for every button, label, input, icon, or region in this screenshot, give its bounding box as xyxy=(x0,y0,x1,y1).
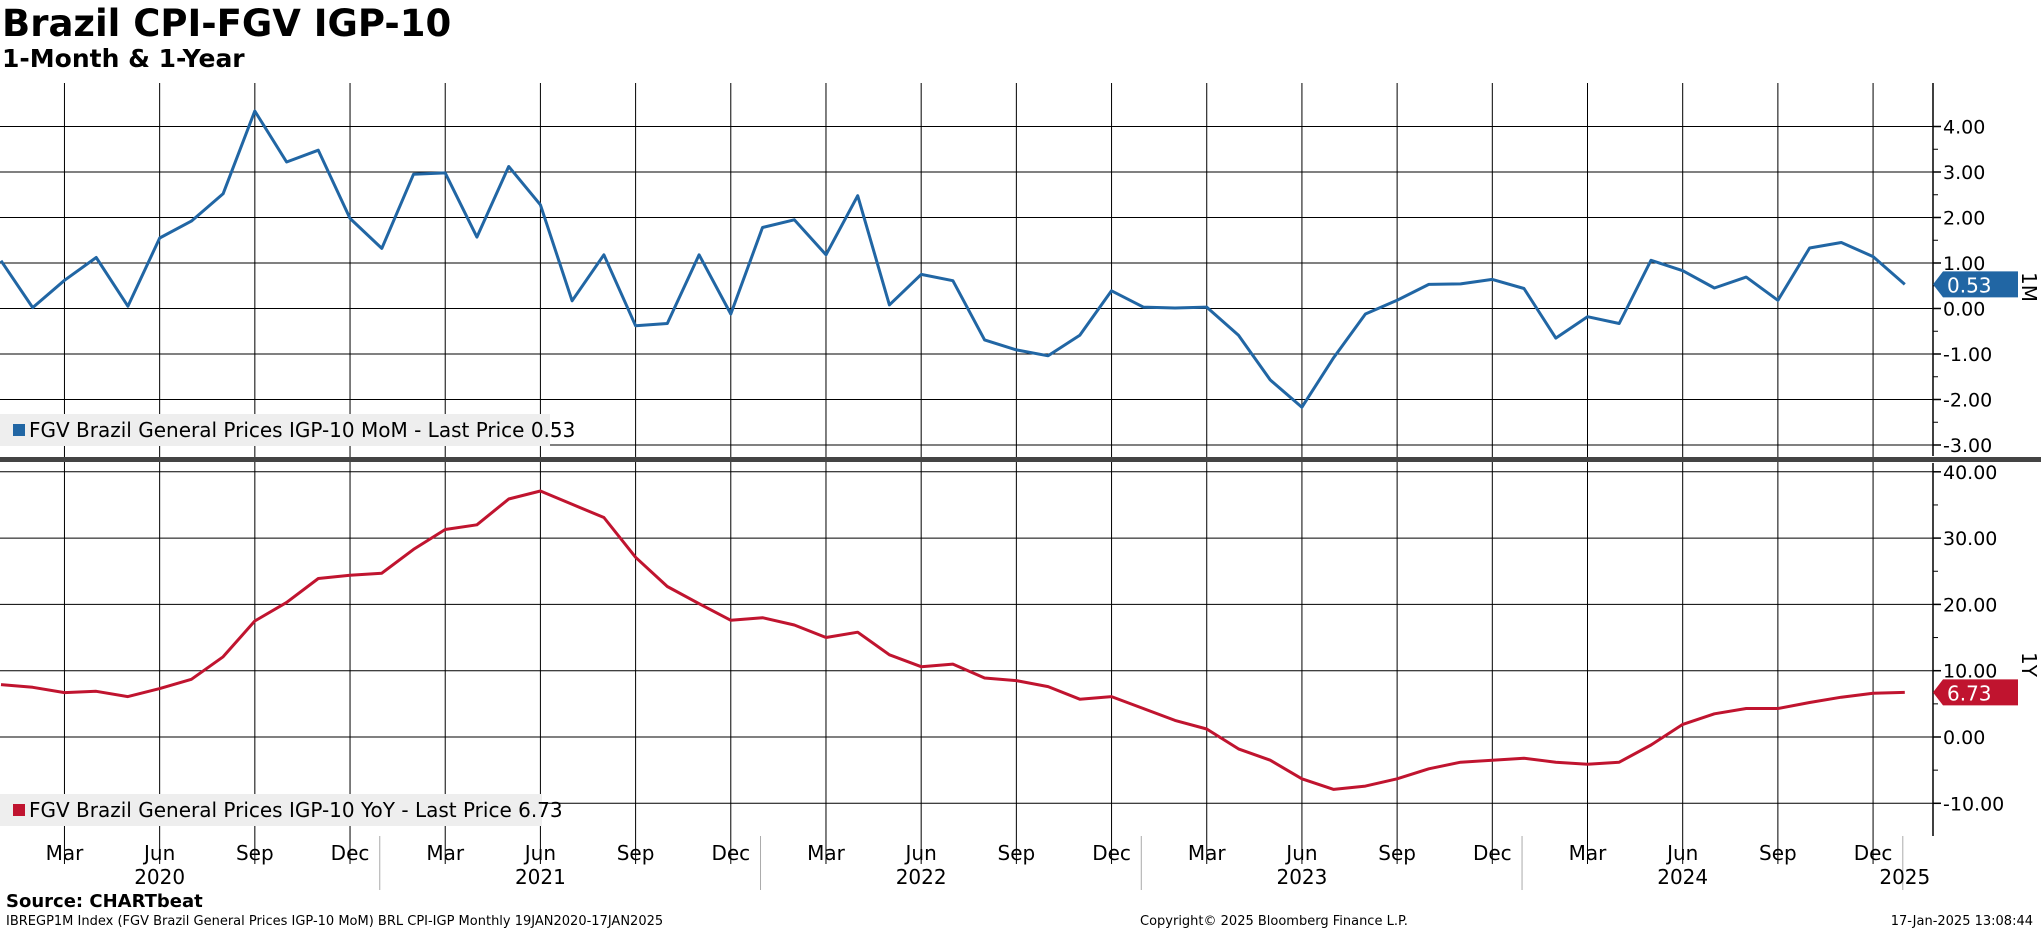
x-month-tick-label: Jun xyxy=(1665,841,1698,865)
legend-label: FGV Brazil General Prices IGP-10 MoM - L… xyxy=(29,418,575,442)
copyright-note: Copyright© 2025 Bloomberg Finance L.P. xyxy=(1140,914,1408,929)
x-month-tick-label: Sep xyxy=(617,841,655,865)
series-legend: FGV Brazil General Prices IGP-10 YoY - L… xyxy=(0,794,563,826)
y-tick-label: 1.00 xyxy=(1943,253,1985,275)
x-month-tick-label: Mar xyxy=(46,841,85,865)
last-value-badge: 0.53 xyxy=(1933,271,2018,298)
last-value-badge-bg xyxy=(1933,271,2018,298)
x-month-tick-label: Sep xyxy=(998,841,1036,865)
legend-label: FGV Brazil General Prices IGP-10 YoY - L… xyxy=(29,798,563,822)
x-month-tick-label: Dec xyxy=(331,841,370,865)
x-year-tick-label: 2020 xyxy=(134,865,185,889)
series-description: IBREGP1M Index (FGV Brazil General Price… xyxy=(6,914,664,929)
axes: 4.00 3.00 2.00 1.00 0.00 -1.00 -2.00 -3.00 0.53 1… xyxy=(0,83,2041,889)
legends: FGV Brazil General Prices IGP-10 MoM - L… xyxy=(0,414,575,826)
x-year-tick-label: 2024 xyxy=(1657,865,1708,889)
last-value-label: 0.53 xyxy=(1947,273,1992,297)
y-tick-label: 4.00 xyxy=(1943,117,1985,139)
axis-side-label: 1M xyxy=(2017,272,2041,302)
y-tick-label: 0.00 xyxy=(1943,727,1985,749)
axis-side-label: 1Y xyxy=(2017,652,2041,678)
x-month-tick-label: Mar xyxy=(1569,841,1608,865)
yoy-series-line xyxy=(0,489,1905,791)
x-month-tick-label: Dec xyxy=(1854,841,1893,865)
grid-lines xyxy=(0,83,1933,890)
y-tick-label: 40.00 xyxy=(1943,462,1997,484)
page-subtitle: 1-Month & 1-Year xyxy=(2,44,245,73)
y-tick-label: 20.00 xyxy=(1943,594,1997,616)
x-month-tick-label: Jun xyxy=(1284,841,1317,865)
last-value-label: 6.73 xyxy=(1947,681,1992,705)
x-month-tick-label: Jun xyxy=(904,841,937,865)
x-month-tick-label: Jun xyxy=(523,841,556,865)
y-tick-label: 2.00 xyxy=(1943,208,1985,230)
series-legend: FGV Brazil General Prices IGP-10 MoM - L… xyxy=(0,414,575,446)
x-month-tick-label: Mar xyxy=(1188,841,1227,865)
x-month-tick-label: Mar xyxy=(807,841,846,865)
legend-swatch xyxy=(13,804,25,816)
x-month-tick-label: Mar xyxy=(426,841,465,865)
last-value-badge-bg xyxy=(1933,679,2018,706)
x-month-tick-label: Dec xyxy=(711,841,750,865)
x-month-tick-label: Dec xyxy=(1092,841,1131,865)
y-tick-label: 0.00 xyxy=(1943,299,1985,321)
x-year-tick-label: 2025 xyxy=(1879,865,1930,889)
legend-background xyxy=(0,414,550,446)
x-month-tick-label: Jun xyxy=(142,841,175,865)
y-tick-label: 3.00 xyxy=(1943,162,1985,184)
y-tick-label: 10.00 xyxy=(1943,661,1997,683)
x-month-tick-label: Sep xyxy=(1759,841,1797,865)
timestamp: 17-Jan-2025 13:08:44 xyxy=(1890,914,2033,929)
source-note: Source: CHARTbeat xyxy=(6,891,203,912)
last-value-badge: 6.73 xyxy=(1933,679,2018,706)
y-tick-label: 30.00 xyxy=(1943,528,1997,550)
y-tick-label: -3.00 xyxy=(1943,435,1992,457)
panel-separator xyxy=(0,457,2041,462)
legend-background xyxy=(0,794,542,826)
mom-series-line xyxy=(0,109,1906,409)
x-year-tick-label: 2021 xyxy=(515,865,566,889)
y-tick-label: -10.00 xyxy=(1943,793,2004,815)
x-year-tick-label: 2022 xyxy=(896,865,947,889)
y-tick-label: -2.00 xyxy=(1943,390,1992,412)
legend-swatch xyxy=(13,424,25,436)
x-month-tick-label: Sep xyxy=(1378,841,1416,865)
x-year-tick-label: 2023 xyxy=(1276,865,1327,889)
series-lines xyxy=(0,109,1906,791)
x-month-tick-label: Sep xyxy=(236,841,274,865)
page-title: Brazil CPI-FGV IGP-10 xyxy=(2,2,452,45)
x-month-tick-label: Dec xyxy=(1473,841,1512,865)
y-tick-label: -1.00 xyxy=(1943,344,1992,366)
